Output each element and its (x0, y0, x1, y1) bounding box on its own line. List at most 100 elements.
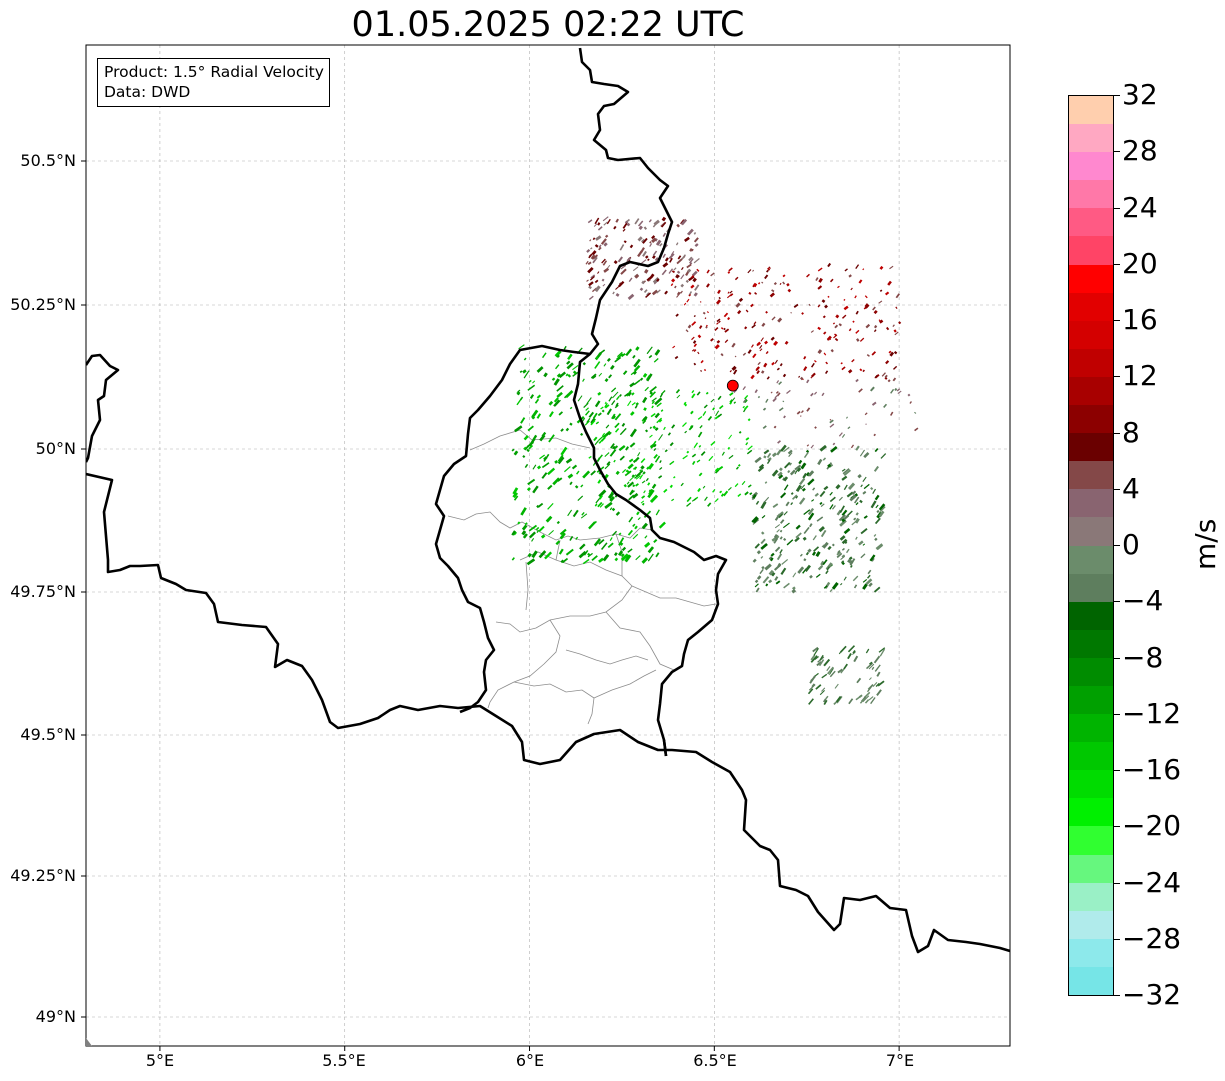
echo-pixel (790, 492, 794, 495)
echo-pixel (611, 413, 616, 420)
echo-pixel (779, 467, 783, 472)
echo-pixel (664, 257, 669, 262)
colorbar-tick-label: 0 (1122, 528, 1140, 561)
echo-pixel (617, 351, 623, 358)
echo-pixel (697, 415, 703, 420)
echo-pixel (853, 517, 857, 521)
district-boundary (525, 561, 529, 611)
colorbar-segment (1069, 714, 1113, 743)
echo-pixel (879, 289, 883, 292)
echo-pixel (630, 370, 636, 376)
echo-pixel (860, 528, 868, 535)
echo-pixel (580, 432, 584, 436)
district-boundary (605, 611, 675, 671)
echo-pixel (655, 509, 660, 516)
echo-pixel (835, 314, 840, 319)
echo-pixel (594, 503, 598, 507)
echo-pixel (642, 396, 648, 404)
echo-pixel (652, 255, 656, 259)
echo-pixel (693, 442, 699, 449)
echo-pixel (841, 475, 848, 481)
echo-pixel (830, 445, 838, 453)
border-line (572, 47, 728, 757)
echo-pixel (641, 238, 646, 243)
echo-pixel (806, 273, 810, 278)
echo-pixel (728, 434, 733, 440)
echo-pixel (754, 579, 759, 584)
lat-tick-label: 50.25°N (10, 295, 76, 314)
echo-pixel (796, 410, 801, 415)
echo-pixel (620, 553, 625, 558)
echo-pixel (586, 248, 591, 253)
echo-pixel (855, 329, 860, 334)
echo-pixel (873, 433, 877, 437)
echo-pixel (592, 287, 598, 293)
echo-pixel (760, 555, 764, 559)
echo-pixel (807, 548, 812, 553)
echo-pixel (764, 563, 772, 571)
echo-pixel (841, 468, 846, 472)
echo-pixel (849, 564, 853, 568)
echo-pixel (559, 528, 567, 536)
echo-pixel (664, 290, 669, 295)
echo-pixel (737, 493, 742, 498)
district-boundary (495, 551, 633, 633)
echo-pixel (784, 461, 791, 469)
echo-pixel (548, 400, 554, 406)
echo-pixel (528, 524, 538, 532)
echo-pixel (831, 582, 839, 590)
echo-pixel (751, 324, 756, 329)
echo-pixel (591, 555, 598, 562)
echo-pixel (554, 350, 562, 358)
echo-pixel (787, 288, 792, 293)
echo-pixel (821, 687, 826, 692)
echo-pixel (868, 663, 875, 670)
echo-pixel (639, 287, 644, 292)
echo-pixel (770, 391, 773, 394)
colorbar-segment (1069, 882, 1113, 911)
echo-pixel (764, 274, 769, 280)
echo-pixel (649, 243, 653, 247)
echo-pixel (614, 422, 620, 429)
echo-pixel (693, 349, 697, 353)
echo-pixel (773, 537, 779, 544)
echo-pixel (669, 484, 673, 489)
colorbar-segment (1069, 405, 1113, 434)
echo-pixel (609, 537, 613, 542)
echo-pixel (658, 521, 666, 529)
echo-pixel (527, 552, 532, 558)
echo-pixel (712, 488, 716, 493)
echo-pixel (689, 247, 693, 252)
echo-pixel (641, 280, 645, 285)
echo-pixel (664, 449, 668, 453)
echo-pixel (782, 274, 786, 278)
echo-pixel (643, 510, 652, 519)
echo-pixel (829, 419, 834, 424)
echo-pixel (680, 290, 683, 294)
echo-pixel (651, 289, 659, 296)
echo-pixel (644, 386, 649, 392)
radar-site-marker[interactable] (726, 379, 739, 392)
echo-pixel (832, 322, 836, 325)
echo-pixel (603, 363, 607, 367)
echo-pixel (878, 647, 886, 653)
echo-pixel (854, 295, 857, 299)
echo-pixel (588, 285, 592, 290)
echo-pixel (873, 586, 881, 593)
echo-pixel (703, 368, 707, 372)
colorbar-tick (1114, 95, 1120, 96)
echo-pixel (607, 542, 614, 549)
echo-pixel (602, 260, 608, 266)
echo-pixel (776, 529, 780, 533)
echo-pixel (629, 489, 634, 495)
echo-pixel (662, 232, 667, 237)
echo-pixel (632, 266, 639, 272)
echo-pixel (806, 379, 810, 384)
echo-pixel (753, 282, 758, 288)
echo-pixel (582, 470, 591, 479)
echo-pixel (653, 219, 660, 226)
echo-pixel (623, 484, 627, 488)
echo-pixel (802, 472, 808, 479)
echo-pixel (669, 460, 675, 466)
